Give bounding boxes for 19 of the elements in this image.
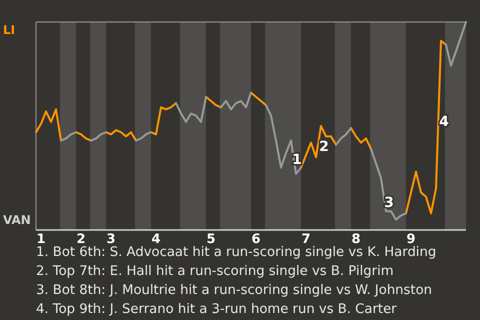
text: 1. Bot 6th: S. Advocaat hit a run-scoring single vs K. Harding xyxy=(36,245,436,260)
text: 3. Bot 8th: J. Moultrie hit a run-scoring single vs W. Johnston xyxy=(36,283,432,298)
text: 2. Top 7th: E. Hall hit a run-scoring single vs B. Pilgrim xyxy=(36,264,394,279)
annotation: 3 xyxy=(384,194,394,211)
x-tick-label: 7 xyxy=(301,232,311,247)
x-tick-label: 5 xyxy=(206,232,216,247)
annotation: 2 xyxy=(319,138,329,155)
annotation: 1 xyxy=(292,152,302,168)
x-tick-label: 6 xyxy=(251,232,261,247)
text: 4. Top 9th: J. Serrano hit a 3-run home run vs B. Carter xyxy=(36,302,398,317)
x-tick-label: 8 xyxy=(351,232,361,247)
x-tick-label: 3 xyxy=(106,232,116,247)
x-tick-label: 2 xyxy=(76,232,86,247)
x-tick-label: 9 xyxy=(406,232,416,247)
x-tick-label: 4 xyxy=(151,232,161,247)
x-tick-label: 1 xyxy=(36,232,46,247)
annotation: 4 xyxy=(439,114,450,130)
text: VAN xyxy=(3,213,31,227)
text: LI xyxy=(3,23,16,37)
